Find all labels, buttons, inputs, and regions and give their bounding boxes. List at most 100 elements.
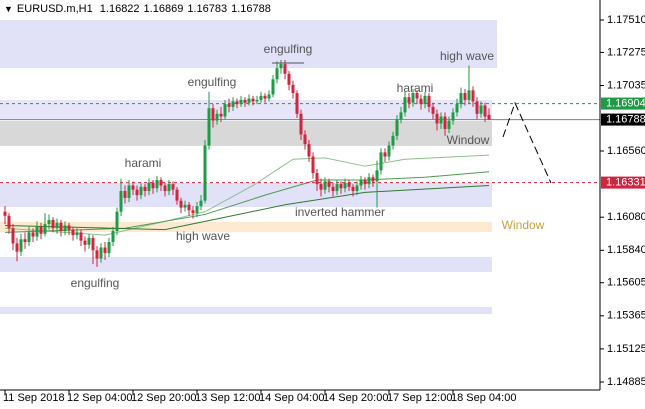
zone (0, 19, 497, 68)
candle-body (367, 177, 371, 185)
candle-body (307, 144, 311, 157)
candles (3, 59, 491, 267)
projection (502, 101, 552, 184)
candle-body (3, 211, 7, 216)
annotations: engulfing engulfing harami harami high wave W… (71, 42, 545, 290)
annotation: high wave (176, 229, 230, 243)
candle-body (91, 237, 95, 251)
x-tick-label: 18 Sep 04:00 (451, 392, 516, 404)
candle-body (343, 182, 347, 189)
zone (0, 99, 492, 120)
candle-body (347, 182, 351, 187)
y-tick-label: 1.16560 (607, 145, 645, 157)
level-label: 1.16904 (606, 97, 645, 109)
candle-body (407, 97, 411, 103)
moving-average (4, 171, 490, 233)
candle-body (131, 185, 135, 190)
annotation: engulfing (264, 42, 313, 56)
candle-body (439, 116, 443, 124)
candle-body (203, 145, 207, 201)
candle-body (267, 94, 271, 99)
y-tick-label: 1.17035 (607, 79, 645, 91)
candle-body (239, 99, 243, 105)
candle-body (291, 84, 295, 94)
candle-body (483, 105, 487, 117)
candle-body (135, 189, 139, 196)
candle-body (315, 173, 319, 185)
candle-body (175, 189, 179, 201)
candle-body (431, 106, 435, 114)
y-tick-label: 1.15125 (607, 343, 645, 355)
candle-body (211, 108, 215, 121)
candle-body (455, 104, 459, 113)
x-tick-label: 13 Sep 12:00 (195, 392, 260, 404)
annotation: engulfing (188, 75, 237, 89)
annotation: inverted hammer (295, 205, 385, 219)
candle-body (71, 229, 75, 236)
level-label: 1.16331 (606, 176, 645, 188)
low: 1.16783 (187, 3, 228, 15)
x-tick-label: 12 Sep 20:00 (131, 392, 196, 404)
candle-body (15, 243, 19, 252)
candle-body (63, 225, 67, 231)
candle-body (459, 93, 463, 105)
candle-body (107, 242, 111, 254)
candle-body (363, 179, 367, 185)
x-tick-label: 11 Sep 2018 (3, 392, 65, 404)
candle-body (383, 152, 387, 157)
candle-body (35, 226, 39, 237)
candle-body (415, 93, 419, 99)
candle-body (475, 101, 479, 114)
candle-body (103, 247, 107, 254)
x-tick-label: 12 Sep 04:00 (67, 392, 132, 404)
candle-body (87, 237, 91, 245)
open: 1.16822 (99, 3, 140, 15)
zones (0, 19, 497, 315)
candle-body (319, 184, 323, 190)
candle-body (395, 119, 399, 136)
candle-body (39, 226, 43, 234)
candle-body (255, 99, 259, 102)
zone (0, 306, 492, 315)
candle-body (423, 95, 427, 105)
candle-body (487, 114, 491, 120)
header: ▼ EURUSD.m,H1 1.16822 1.16869 1.16783 1.1678… (4, 3, 275, 15)
candle-body (223, 104, 227, 117)
candle-body (187, 204, 191, 211)
candle-body (179, 200, 183, 208)
candle-body (263, 95, 267, 99)
candle-body (391, 135, 395, 146)
candle-body (159, 179, 163, 186)
candle-body (247, 98, 251, 103)
candle-body (419, 98, 423, 105)
candle-body (451, 112, 455, 121)
candle-body (219, 113, 223, 117)
candle-body (7, 215, 11, 229)
y-tick-label: 1.15605 (607, 277, 645, 289)
candle-body (75, 232, 79, 236)
level-tag (601, 176, 645, 189)
y-tick-label: 1.14885 (607, 376, 645, 388)
candle-body (243, 99, 247, 103)
candle-body (143, 186, 147, 192)
candle-body (199, 200, 203, 207)
annotation: engulfing (71, 276, 120, 290)
x-tick-label: 14 Sep 20:00 (323, 392, 388, 404)
moving-averages (4, 154, 490, 236)
candle-body (79, 232, 83, 241)
candle-body (99, 247, 103, 259)
y-tick-label: 1.16080 (607, 211, 645, 223)
candle-body (31, 232, 35, 237)
candle-body (323, 181, 327, 190)
candle-body (299, 113, 303, 135)
candle-body (51, 219, 55, 229)
candle-body (295, 93, 299, 114)
candle-body (207, 108, 211, 146)
zone (0, 221, 492, 232)
candle-body (259, 95, 263, 100)
candle-body (171, 184, 175, 190)
candle-body (19, 239, 23, 252)
level-tag (601, 97, 645, 110)
candle-body (111, 230, 115, 243)
